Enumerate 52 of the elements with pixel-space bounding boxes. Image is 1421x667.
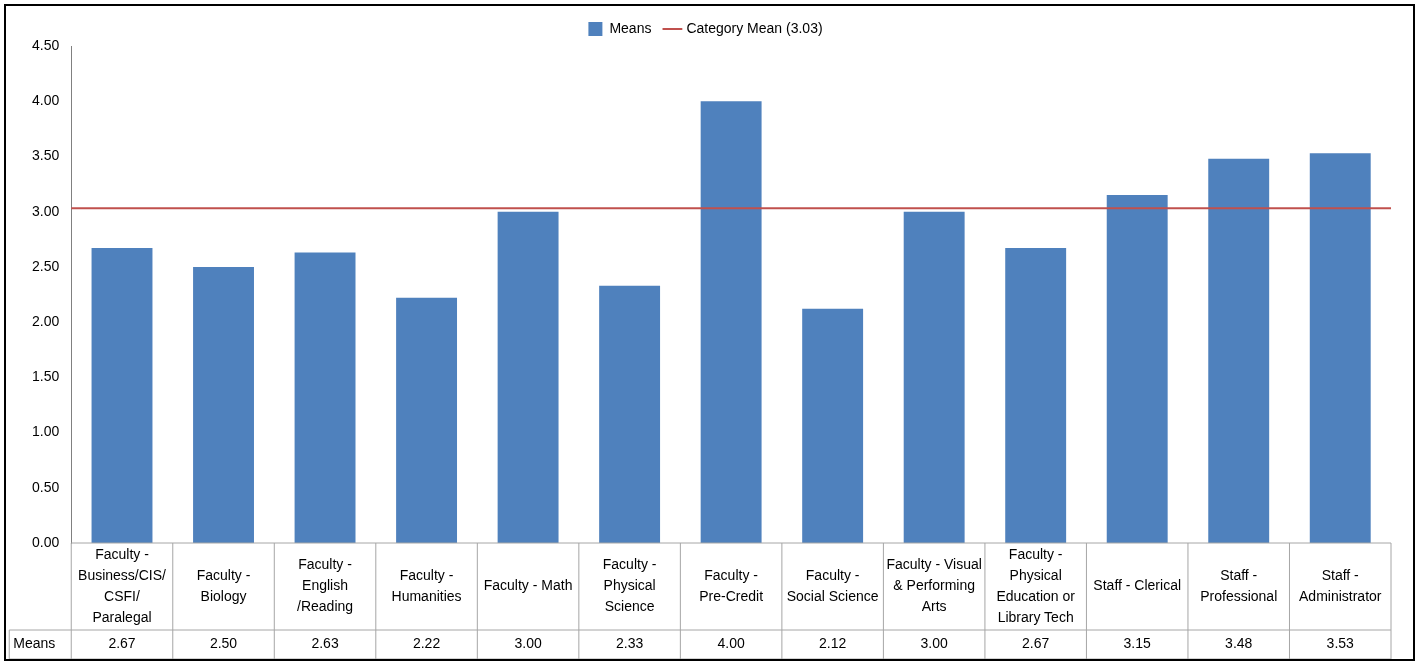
bar: [1005, 248, 1067, 543]
bar: [497, 211, 559, 543]
x-tick-label: Faculty - Pre-Credit: [699, 566, 764, 604]
bar: [599, 285, 661, 543]
text: Means: [13, 635, 56, 652]
y-tick-label: 1.50: [32, 368, 60, 385]
y-tick-label: 3.50: [32, 147, 60, 164]
x-tick-label: Faculty - Physical Education or Library Tech: [996, 545, 1076, 625]
bar: [91, 248, 153, 543]
bar: [193, 266, 254, 543]
y-tick-label: 4.00: [32, 92, 60, 109]
bar: [802, 308, 864, 543]
bar: [700, 101, 762, 543]
x-tick-label: Faculty - Business/CIS/ CSFI/ Paralegal: [78, 545, 167, 625]
x-tick-label: Faculty - Visual & Performing Arts: [886, 556, 982, 615]
y-tick-label: 0.00: [32, 533, 60, 550]
bar: [396, 297, 458, 543]
x-tick-label: Staff - Professional: [1200, 566, 1278, 604]
x-tick-label: Faculty - Biology: [196, 566, 251, 604]
data-label: 2.12: [819, 635, 847, 652]
data-label: 3.48: [1225, 635, 1253, 652]
data-label: 3.53: [1326, 635, 1355, 652]
x-tick-label: Staff - Administrator: [1299, 566, 1382, 604]
data-label: 2.50: [209, 635, 238, 652]
data-label: 2.63: [311, 635, 339, 652]
data-label: 2.67: [1022, 635, 1050, 652]
data-label: 3.15: [1123, 635, 1152, 652]
y-tick-label: 1.00: [32, 423, 60, 440]
bar: [294, 252, 356, 543]
data-label: 2.67: [108, 635, 136, 652]
legend-label: Category Mean (3.03): [686, 19, 823, 36]
x-tick-label: Faculty - Physical Science: [602, 556, 657, 615]
x-tick-label: Faculty - Humanities: [391, 566, 462, 604]
bar: [1309, 153, 1371, 543]
y-tick-label: 2.50: [32, 257, 60, 274]
x-tick-label: Faculty - Math: [483, 577, 573, 594]
bar: [1208, 158, 1270, 543]
data-label: 2.33: [615, 635, 644, 652]
data-label: 4.00: [717, 635, 745, 652]
legend-label: Means: [609, 19, 652, 36]
y-tick-label: 4.50: [32, 36, 60, 53]
bar: [903, 211, 965, 543]
x-tick-label: Faculty - Social Science: [786, 566, 879, 604]
data-label: 3.00: [920, 635, 948, 652]
bar: [1106, 195, 1168, 543]
data-label: 2.22: [412, 635, 441, 652]
x-tick-label: Faculty - English /Reading: [297, 556, 354, 615]
x-tick-label: Staff - Clerical: [1093, 577, 1182, 594]
y-tick-label: 0.50: [32, 478, 60, 495]
y-tick-label: 2.00: [32, 312, 60, 329]
y-tick-label: 3.00: [32, 202, 60, 219]
data-label: 3.00: [514, 635, 542, 652]
